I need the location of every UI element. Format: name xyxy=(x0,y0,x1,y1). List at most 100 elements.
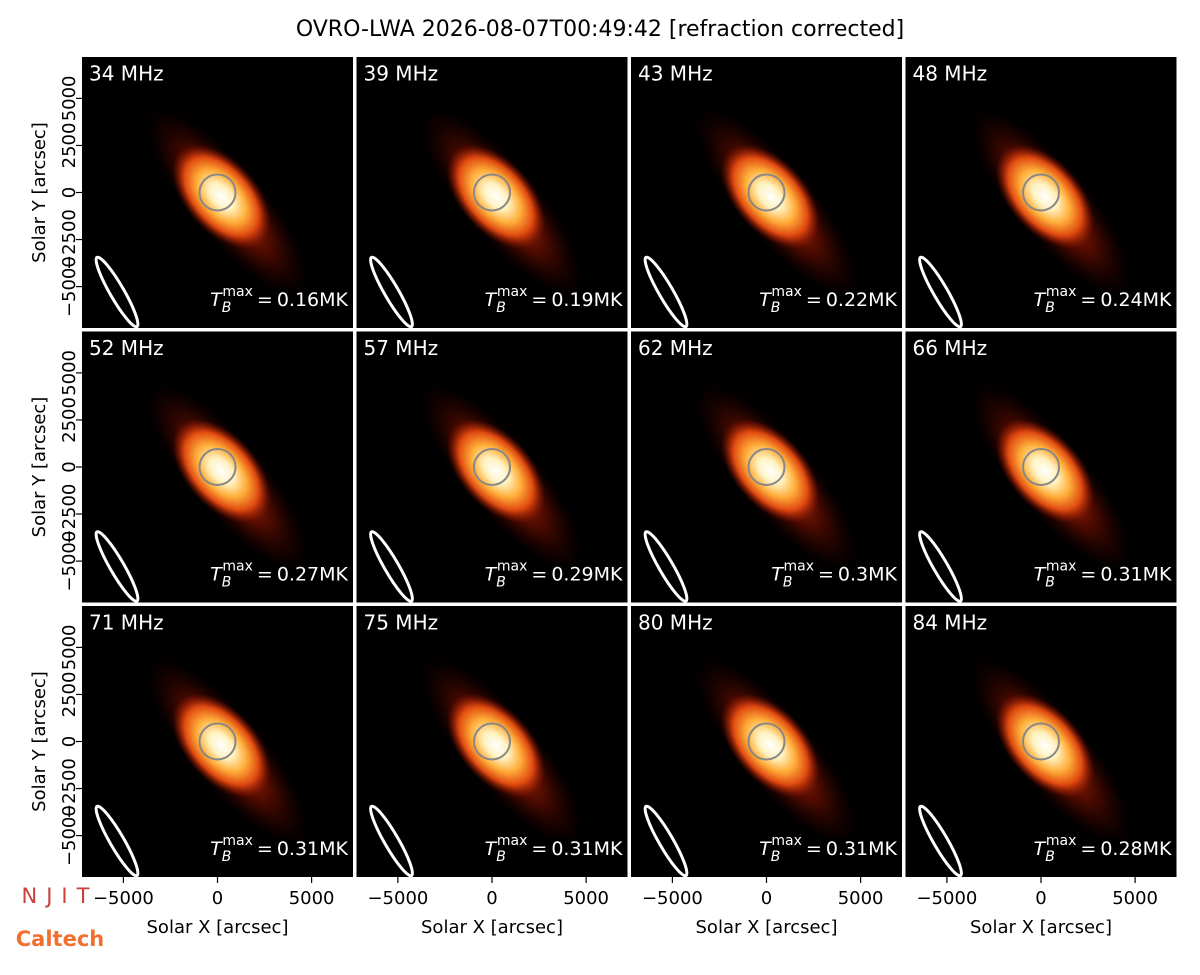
frequency-label: 43 MHz xyxy=(638,62,713,86)
y-tick-label: 2500 xyxy=(59,397,80,443)
frequency-label: 84 MHz xyxy=(913,611,988,635)
tb-max-label: TBmax = 0.19MK xyxy=(485,284,623,316)
tb-symbol: T xyxy=(210,564,223,586)
beam xyxy=(643,255,689,328)
panel xyxy=(356,57,628,328)
x-tick-label: 0 xyxy=(212,888,223,909)
emission-core xyxy=(995,693,1095,798)
tb-symbol: T xyxy=(485,289,498,311)
panel xyxy=(905,331,1177,603)
x-axis-label: Solar X [arcsec] xyxy=(147,917,289,938)
x-tick-label: 0 xyxy=(761,888,772,909)
tb-equals: = xyxy=(257,838,273,860)
frequency-label: 57 MHz xyxy=(364,336,439,360)
tb-superscript: max xyxy=(771,833,802,849)
tb-max-label: TBmax = 0.31MK xyxy=(210,833,348,865)
tb-subscript: B xyxy=(1045,300,1055,316)
solar-disk xyxy=(1022,173,1060,212)
solar-disk xyxy=(198,448,237,486)
solar-disk xyxy=(747,448,786,486)
panel xyxy=(356,606,628,877)
frequency-label: 75 MHz xyxy=(364,611,439,635)
tb-max-label: TBmax = 0.3MK xyxy=(771,559,897,591)
emission-core xyxy=(172,144,271,249)
tb-symbol: T xyxy=(1034,838,1047,860)
tb-value: 0.22MK xyxy=(826,289,898,311)
emission-core xyxy=(172,693,271,798)
tb-symbol: T xyxy=(485,838,498,860)
tb-symbol: T xyxy=(1034,564,1047,586)
x-tick-label: 5000 xyxy=(1112,888,1158,909)
tb-superscript: max xyxy=(783,559,814,575)
x-tick-label: 5000 xyxy=(289,888,335,909)
x-tick-label: −5000 xyxy=(93,888,154,909)
beam xyxy=(94,804,140,877)
tb-equals: = xyxy=(531,289,547,311)
tb-max-label: TBmax = 0.24MK xyxy=(1034,284,1172,316)
tb-superscript: max xyxy=(497,284,528,300)
y-tick-label: 5000 xyxy=(59,624,80,670)
emission-core xyxy=(446,693,546,798)
y-tick-label: −2500 xyxy=(59,758,80,819)
y-tick-label: −2500 xyxy=(59,484,80,545)
beam xyxy=(918,530,963,603)
y-axis-label: Solar Y [arcsec] xyxy=(29,671,50,812)
y-tick-label: 5000 xyxy=(59,75,80,121)
tb-value: 0.31MK xyxy=(1100,564,1172,586)
tb-subscript: B xyxy=(496,575,506,591)
y-tick-label: 5000 xyxy=(59,350,80,396)
beam xyxy=(643,804,689,877)
tb-value: 0.3MK xyxy=(838,564,898,586)
x-tick-label: −5000 xyxy=(916,888,977,909)
y-tick-label: −5000 xyxy=(59,805,80,866)
panel xyxy=(631,331,902,603)
tb-equals: = xyxy=(818,564,834,586)
tb-subscript: B xyxy=(222,300,232,316)
tb-equals: = xyxy=(1080,564,1096,586)
beam xyxy=(94,255,140,328)
tb-superscript: max xyxy=(771,284,802,300)
y-tick-label: 0 xyxy=(59,461,80,472)
solar-disk xyxy=(473,173,511,212)
frequency-label: 48 MHz xyxy=(913,62,988,86)
x-axis-label: Solar X [arcsec] xyxy=(421,917,563,938)
njit-logo: NJIT xyxy=(22,884,99,908)
x-axis-label: Solar X [arcsec] xyxy=(696,917,838,938)
solar-disk xyxy=(1022,722,1060,761)
tb-subscript: B xyxy=(783,575,793,591)
panel xyxy=(82,331,353,603)
frequency-label: 62 MHz xyxy=(638,336,713,360)
beam xyxy=(369,804,414,877)
tb-superscript: max xyxy=(497,559,528,575)
tb-equals: = xyxy=(1080,289,1096,311)
beam xyxy=(369,530,414,603)
beam xyxy=(94,530,140,603)
tb-superscript: max xyxy=(222,284,253,300)
y-tick-label: 2500 xyxy=(59,123,80,169)
tb-superscript: max xyxy=(497,833,528,849)
tb-subscript: B xyxy=(771,849,781,865)
tb-max-label: TBmax = 0.27MK xyxy=(210,559,348,591)
frequency-label: 34 MHz xyxy=(89,62,164,86)
y-tick-label: −2500 xyxy=(59,209,80,270)
x-tick-label: 0 xyxy=(486,888,497,909)
tb-max-label: TBmax = 0.29MK xyxy=(485,559,623,591)
tb-equals: = xyxy=(806,289,822,311)
tb-equals: = xyxy=(257,564,273,586)
tb-superscript: max xyxy=(1046,833,1077,849)
frequency-label: 52 MHz xyxy=(89,336,164,360)
chart-title: OVRO-LWA 2026-08-07T00:49:42 [refraction… xyxy=(296,17,904,42)
tb-equals: = xyxy=(531,564,547,586)
tb-max-label: TBmax = 0.31MK xyxy=(1034,559,1172,591)
y-tick-label: 0 xyxy=(59,736,80,747)
tb-max-label: TBmax = 0.16MK xyxy=(210,284,348,316)
tb-superscript: max xyxy=(1046,559,1077,575)
tb-symbol: T xyxy=(210,289,223,311)
frequency-label: 71 MHz xyxy=(89,611,164,635)
emission-core xyxy=(172,419,271,523)
tb-value: 0.29MK xyxy=(551,564,623,586)
beam xyxy=(643,530,689,603)
emission-core xyxy=(721,419,820,523)
emission-core xyxy=(446,144,546,249)
x-tick-label: 5000 xyxy=(838,888,884,909)
